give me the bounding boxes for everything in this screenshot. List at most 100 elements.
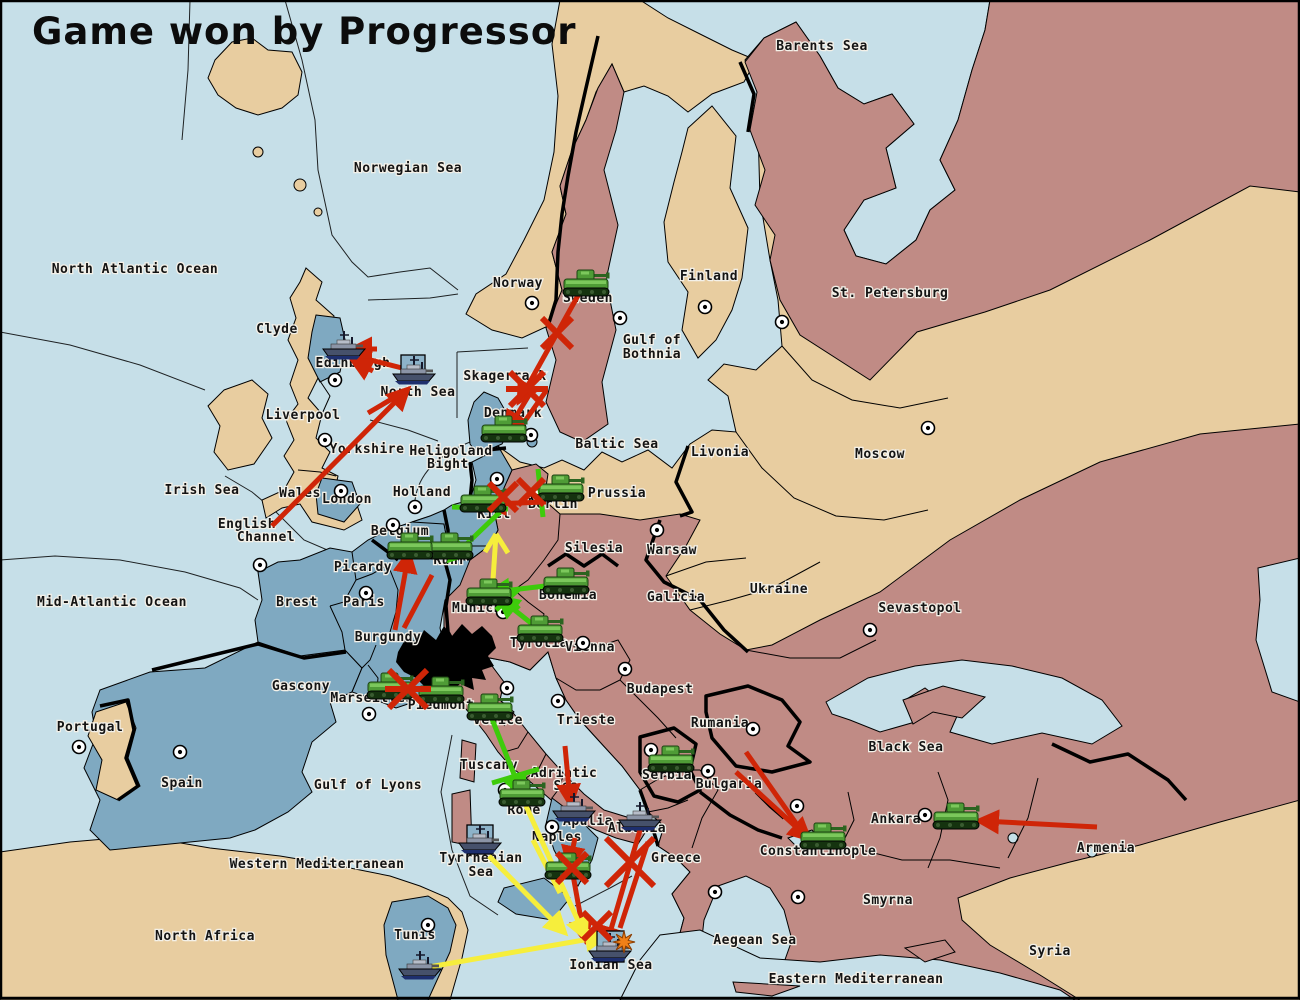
region-label: North Atlantic Ocean [52,262,219,277]
supply-center-dot [252,557,268,573]
army-unit-kiel[interactable] [459,485,507,513]
fleet-unit-ionian-sea[interactable] [588,933,633,962]
supply-center-dot [917,807,933,823]
move-arrow-red [556,745,581,809]
supply-center-dot [700,763,716,779]
region-label: Norwegian Sea [354,161,462,176]
supply-center-dot [327,372,343,388]
region-label: Rumania [691,716,749,731]
supply-center-dot [358,585,374,601]
army-unit-constantinople[interactable] [799,822,847,850]
region-label: Barents Sea [776,39,868,54]
region-label: Adriatic [531,766,598,781]
supply-center-dot [361,706,377,722]
region-label: London [322,492,372,507]
hold-x-mark [554,850,590,886]
hold-x-mark [539,315,575,351]
supply-center-dot [550,693,566,709]
region-label: North Africa [155,929,255,944]
move-arrow-yellow [490,533,499,581]
region-label: Greece [651,851,701,866]
region-finland [663,105,749,359]
region-crimea [902,685,987,725]
army-unit-berlin[interactable] [537,474,585,502]
fleet-unit-edinburgh[interactable] [322,331,367,360]
supply-center-dot [643,742,659,758]
supply-center-dot [862,622,878,638]
region-label: Black Sea [869,740,944,755]
army-unit-belgium[interactable] [386,532,434,560]
move-arrow-red [392,548,418,631]
army-unit-serbia[interactable] [647,745,695,773]
move-arrow-red [516,290,583,406]
supply-center-dot [489,471,505,487]
fleet-unit-tyrrhenian-sea[interactable] [458,825,503,854]
move-arrow-red [974,809,1098,835]
hold-x-mark [603,835,657,889]
army-unit-bohemia[interactable] [542,567,590,595]
region-label: Clyde [256,322,298,337]
supply-center-dot [385,517,401,533]
supply-center-dot [317,432,333,448]
region-cyprus [903,939,956,963]
army-unit-sweden[interactable] [562,269,610,297]
army-unit-denmark[interactable] [480,415,528,443]
region-label: Norway [493,276,543,291]
hold-x-mark [385,667,431,711]
region-iceland [207,37,303,116]
region-label: Gulf of Lyons [314,778,422,793]
units-layer [322,269,980,980]
supply-center-dot [774,314,790,330]
supply-center-dot [920,420,936,436]
region-label: Picardy [334,560,392,575]
fleet-unit-albania[interactable] [618,802,663,831]
army-unit-munich[interactable] [465,578,513,606]
supply-center-dot [707,884,723,900]
supply-centers [71,295,936,933]
fleet-unit-apulia[interactable] [552,793,597,822]
army-unit-piedmont[interactable] [417,676,465,704]
region-label: Syria [1029,944,1071,959]
supply-center-dot [407,499,423,515]
move-arrow-red [401,573,435,630]
move-arrow-yellow [487,854,569,937]
supply-center-dot [649,522,665,538]
hold-x-mark [580,909,614,943]
army-unit-ruhr[interactable] [426,532,474,560]
region-label: Portugal [57,720,124,735]
supply-center-dot [420,917,436,933]
region-label: Tyrrhenian [439,851,522,866]
hold-x-mark [506,369,548,409]
region-label: Heligoland [409,444,492,459]
region-label: Sea [469,865,494,880]
region-label: Baltic Sea [575,437,658,452]
region-label: Gulf of [623,333,681,348]
fleet-unit-north-sea[interactable] [392,356,437,385]
move-arrow-red [617,841,651,929]
supply-center-dot [617,661,633,677]
supply-center-dot [71,739,87,755]
army-unit-ankara[interactable] [932,802,980,830]
supply-center-dot [499,680,515,696]
region-label: Prussia [588,486,646,501]
supply-center-dot [745,721,761,737]
army-unit-tyrolia[interactable] [516,615,564,643]
region-label: Ionian Sea [569,958,652,973]
supply-center-dot [544,819,560,835]
move-arrow-red [743,750,801,828]
region-label: Paris [343,595,385,610]
region-syria [957,799,1300,1000]
region-label: Irish Sea [165,483,240,498]
region-label: Trieste [557,713,615,728]
fleet-unit-tunis[interactable] [398,951,443,980]
region-label: Spain [161,776,203,791]
army-unit-rome[interactable] [498,779,546,807]
region-label: Aegean Sea [713,933,796,948]
army-unit-venice[interactable] [466,693,514,721]
standoff-marks [385,315,657,943]
region-label: Finland [680,269,738,284]
region-label: Bight [427,457,469,472]
